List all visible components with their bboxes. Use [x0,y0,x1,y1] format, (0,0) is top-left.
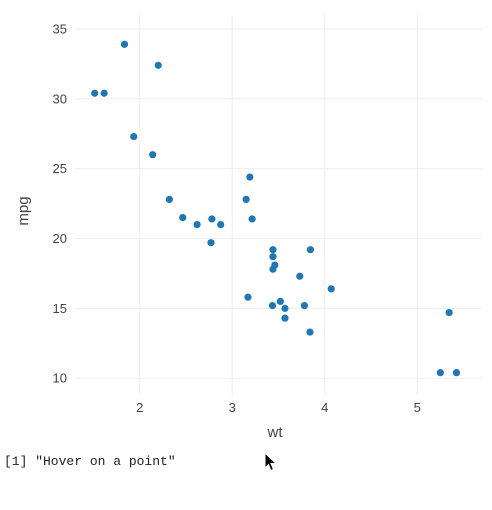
y-tick-label: 30 [53,91,67,106]
data-point[interactable] [269,302,276,309]
data-point[interactable] [244,294,251,301]
y-axis-title: mpg [15,196,32,225]
data-point[interactable] [437,369,444,376]
data-point[interactable] [277,298,284,305]
data-point[interactable] [269,253,276,260]
data-point[interactable] [306,329,313,336]
y-tick-label: 15 [53,301,67,316]
data-point[interactable] [101,90,108,97]
y-tick-label: 25 [53,161,67,176]
data-point[interactable] [121,41,128,48]
x-axis-title: wt [267,424,284,441]
data-point[interactable] [149,151,156,158]
x-tick-label: 4 [321,400,328,415]
data-point[interactable] [301,302,308,309]
data-point[interactable] [155,62,162,69]
data-point[interactable] [453,369,460,376]
grid [75,15,482,395]
y-tick-label: 35 [53,21,67,36]
y-tick-label: 10 [53,371,67,386]
data-point[interactable] [243,196,250,203]
data-point[interactable] [194,221,201,228]
mouse-pointer-icon [264,452,278,472]
tick-labels: 2 3 4 5 10 15 20 25 30 35 [53,21,421,415]
data-point[interactable] [179,214,186,221]
data-point[interactable] [166,196,173,203]
data-point[interactable] [249,215,256,222]
data-point[interactable] [296,273,303,280]
data-point[interactable] [269,246,276,253]
data-points[interactable] [91,41,460,377]
data-point[interactable] [208,215,215,222]
data-point[interactable] [328,285,335,292]
data-point[interactable] [269,266,276,273]
console-output: [1] "Hover on a point" [4,454,176,469]
data-point[interactable] [281,315,288,322]
scatter-plot[interactable]: 2 3 4 5 10 15 20 25 30 35 wt mpg [0,0,492,450]
data-point[interactable] [91,90,98,97]
data-point[interactable] [246,173,253,180]
data-point[interactable] [217,221,224,228]
y-tick-label: 20 [53,231,67,246]
data-point[interactable] [130,133,137,140]
data-point[interactable] [307,246,314,253]
data-point[interactable] [281,305,288,312]
x-tick-label: 3 [229,400,236,415]
x-tick-label: 5 [414,400,421,415]
data-point[interactable] [446,309,453,316]
x-tick-label: 2 [136,400,143,415]
data-point[interactable] [207,239,214,246]
